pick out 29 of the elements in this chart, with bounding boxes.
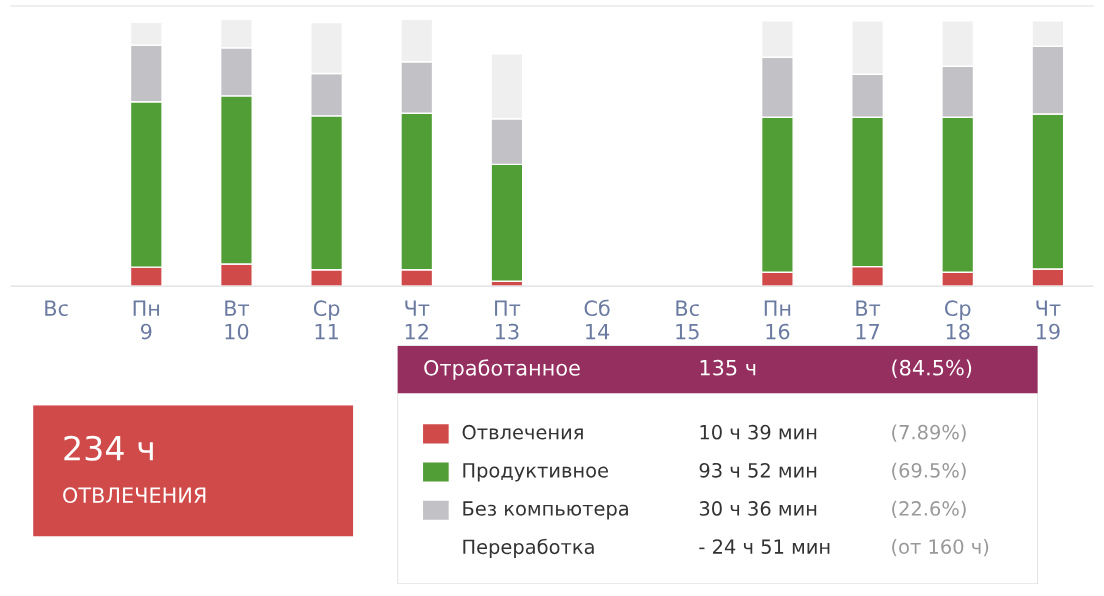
x-tick-label: Ср 11 (313, 300, 340, 340)
x-tick-label: Пн 9 (133, 300, 160, 340)
text: Отработанное (424, 359, 580, 380)
text: Переработка (463, 538, 594, 558)
legend-label: Без компьютера (463, 501, 628, 520)
x-tick-label: Вс (45, 300, 68, 317)
text: ОТВЛЕЧЕНИЯ (63, 487, 206, 504)
text: 30 ч 36 мин (699, 501, 817, 516)
text: 10 ч 39 мин (700, 424, 817, 440)
x-tick-label: Вт 17 (856, 300, 881, 340)
x-tick-label: Пт 13 (495, 300, 521, 340)
text: 234 ч (64, 435, 153, 461)
text: (69.5%) (892, 462, 966, 480)
text: (84.5%) (892, 359, 972, 379)
text: - 24 ч 51 мин (699, 539, 830, 554)
text: (7.89%) (892, 424, 966, 442)
x-tick-label: Чт 19 (1036, 300, 1061, 340)
x-tick-label: Ср 18 (945, 300, 971, 340)
text: (22.6%) (892, 500, 966, 519)
x-tick-label: Вт 10 (225, 300, 250, 340)
legend-label: Продуктивное (463, 463, 608, 482)
text: 135 ч (700, 359, 756, 376)
x-tick-label: Вс 15 (676, 300, 699, 340)
legend-label: Отвлечения (462, 424, 583, 440)
x-tick-label: Чт 12 (405, 300, 430, 340)
x-tick-label: Пн 16 (764, 300, 791, 340)
text: (от 160 ч) (892, 538, 989, 557)
text: 93 ч 52 мин (699, 462, 817, 478)
x-tick-label: Сб 14 (584, 299, 610, 340)
